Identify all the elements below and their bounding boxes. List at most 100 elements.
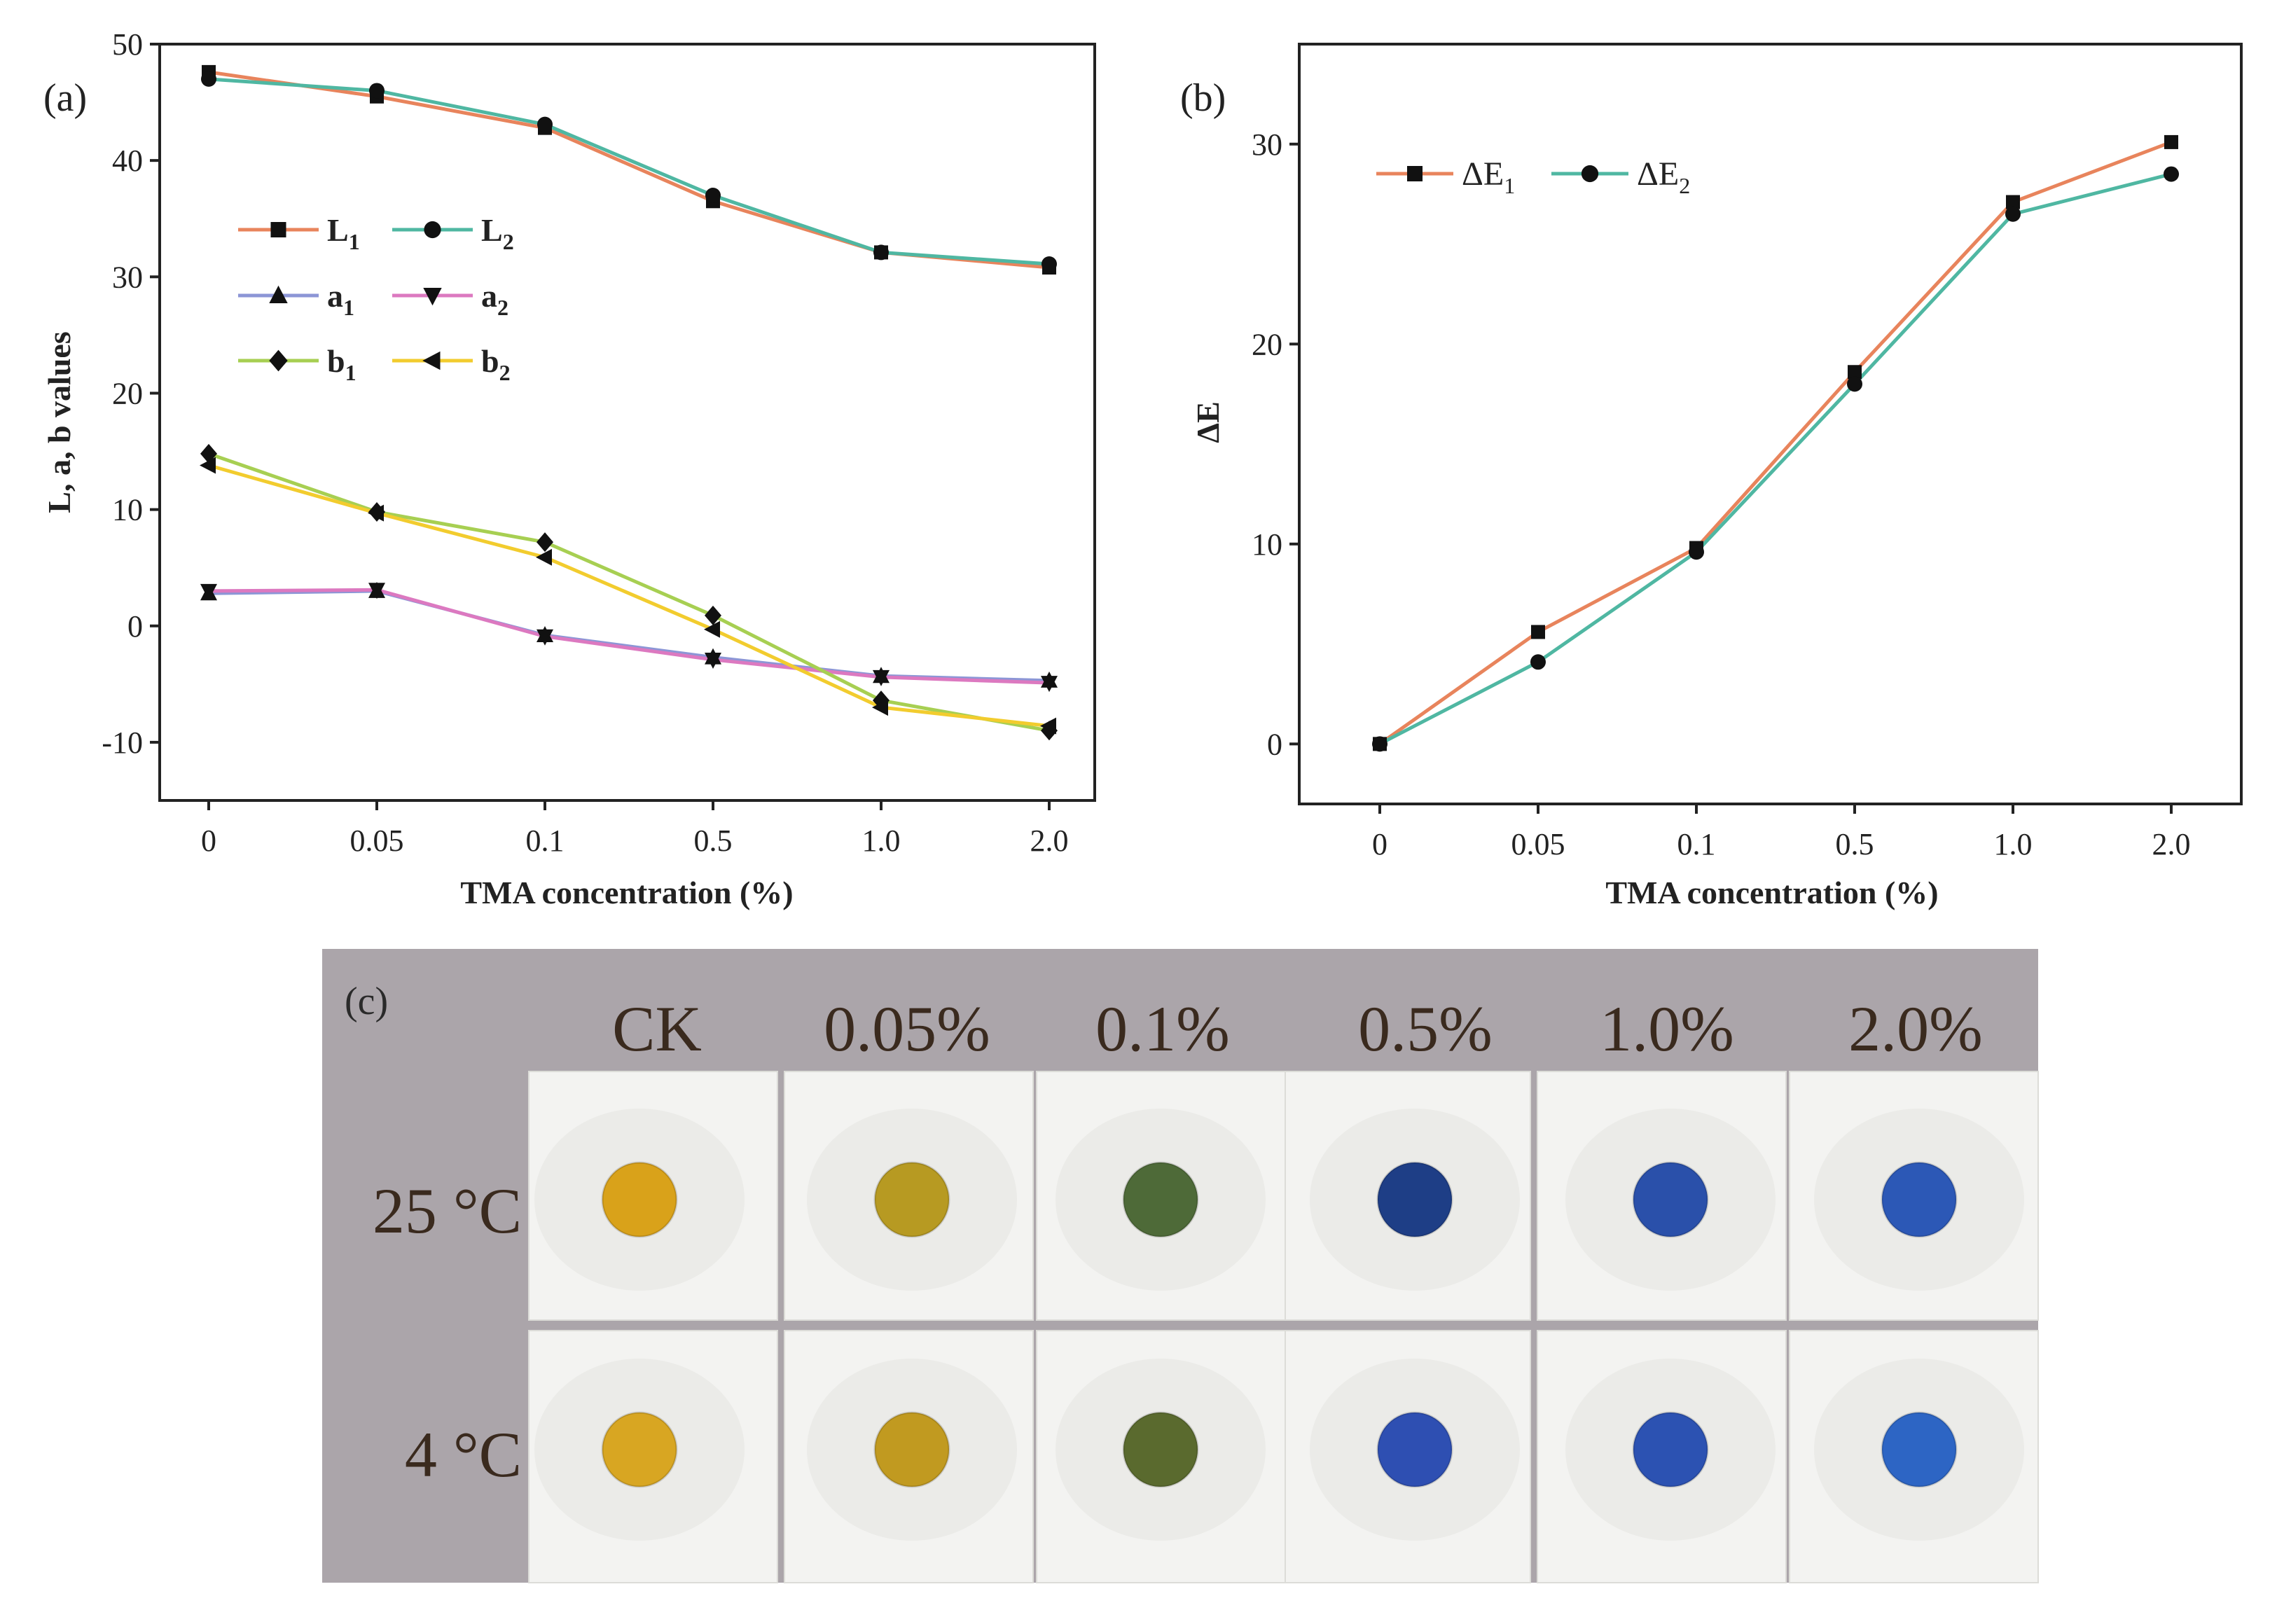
data-point-L2: [873, 244, 889, 261]
column-label: CK: [612, 993, 702, 1064]
photo-column-labels: CK 0.05% 0.1% 0.5% 1.0% 2.0%: [612, 993, 1983, 1064]
chart-a-panel-label: (a): [43, 76, 87, 120]
chart-b-y-label: ΔE: [1190, 401, 1226, 443]
indicator-spot: [1122, 1161, 1199, 1238]
legend-marker: [423, 288, 442, 306]
y-tick-label: 20: [112, 376, 143, 410]
indicator-spot: [601, 1161, 678, 1238]
indicator-spot: [1881, 1161, 1958, 1238]
x-tick-label: 1.0: [1994, 827, 2033, 861]
data-point-b2: [872, 699, 888, 716]
x-tick-label: 0.05: [350, 824, 404, 858]
legend-marker: [269, 285, 288, 303]
y-tick-label: 30: [112, 260, 143, 294]
column-label: 2.0%: [1848, 993, 1983, 1064]
legend-label: b2: [481, 343, 511, 385]
legend-marker: [270, 222, 286, 237]
x-tick-label: 0: [201, 824, 216, 858]
chart-a-series: [200, 64, 1058, 741]
data-point-ΔE2: [1372, 736, 1387, 752]
data-point-ΔE1: [2006, 195, 2020, 209]
y-tick-label: 50: [112, 27, 143, 62]
indicator-spot: [1881, 1411, 1958, 1488]
legend-marker: [269, 349, 288, 372]
y-tick-label: -10: [102, 726, 143, 760]
indicator-spot: [1632, 1161, 1709, 1238]
legend-marker: [1407, 166, 1423, 181]
column-label: 0.05%: [824, 993, 990, 1064]
data-point-b2: [1040, 717, 1056, 735]
data-point-L2: [705, 188, 721, 203]
data-point-ΔE2: [2005, 206, 2021, 222]
data-point-a2: [200, 583, 217, 600]
chart-b-x-label: TMA concentration (%): [1605, 875, 1938, 910]
x-tick-label: 1.0: [862, 824, 901, 858]
data-point-ΔE2: [2164, 166, 2179, 182]
series-line-L2: [208, 77, 1050, 266]
column-label: 1.0%: [1600, 993, 1734, 1064]
chart-b-frame: [1298, 43, 2243, 805]
x-tick-label: 2.0: [1030, 824, 1069, 858]
chart-a-legend: L1 L2 a1 a2 b1 b2: [238, 212, 514, 385]
data-point-a2: [873, 669, 890, 686]
chart-a: (a) L, a, b values TMA concentration (%)…: [41, 27, 1096, 910]
data-point-a2: [705, 652, 721, 669]
data-point-b2: [704, 620, 720, 638]
x-tick-label: 0.1: [526, 824, 565, 858]
data-point-ΔE2: [1689, 544, 1704, 560]
series-line-ΔE2: [1378, 172, 2172, 746]
legend-label: b1: [327, 343, 357, 385]
row-label: 25 °C: [373, 1175, 522, 1247]
data-point-ΔE1: [1531, 625, 1545, 639]
photo-row-labels: 25 °C 4 °C: [373, 1175, 522, 1490]
legend-label: a1: [327, 278, 354, 320]
indicator-spot: [1632, 1411, 1709, 1488]
y-tick-label: 10: [112, 493, 143, 527]
photo-panel: (c) CK 0.05% 0.1% 0.5% 1.0% 2.0% 25 °C 4 °C: [322, 949, 2039, 1583]
data-point-ΔE2: [1530, 654, 1546, 670]
data-point-L2: [537, 116, 553, 132]
indicator-spot: [873, 1161, 950, 1238]
legend-label: L2: [481, 212, 514, 254]
chart-a-x-label: TMA concentration (%): [460, 875, 793, 910]
series-line-b1: [208, 452, 1050, 733]
data-point-b2: [368, 504, 384, 522]
series-line-a2: [208, 588, 1050, 685]
data-point-b2: [536, 548, 552, 566]
chart-a-y-label: L, a, b values: [41, 331, 77, 513]
legend-marker: [424, 221, 441, 239]
y-tick-label: 10: [1252, 527, 1282, 562]
legend-label: ΔE1: [1462, 155, 1515, 198]
data-point-ΔE1: [1848, 365, 1862, 380]
legend-marker: [1581, 165, 1599, 183]
indicator-spot: [1376, 1411, 1453, 1488]
y-tick-label: 30: [1252, 127, 1282, 162]
data-point-b1: [705, 605, 721, 625]
y-tick-label: 20: [1252, 327, 1282, 361]
legend-label: ΔE2: [1637, 155, 1690, 198]
chart-b: (b) ΔE TMA concentration (%) 30 20 10 0 0 0.…: [1180, 43, 2243, 910]
legend-marker: [422, 351, 441, 370]
chart-a-x-ticks: 0 0.05 0.1 0.5 1.0 2.0: [201, 800, 1069, 858]
data-point-ΔE1: [2164, 134, 2178, 149]
data-point-b2: [200, 457, 216, 474]
x-tick-label: 0.5: [694, 824, 733, 858]
chart-b-y-ticks: 30 20 10 0: [1252, 127, 1299, 761]
data-point-L2: [1041, 256, 1057, 272]
data-point-ΔE2: [1847, 376, 1862, 392]
indicator-spot: [873, 1411, 950, 1488]
column-label: 0.5%: [1358, 993, 1493, 1064]
x-tick-label: 2.0: [2152, 827, 2191, 861]
data-point-b1: [537, 532, 553, 553]
indicator-spot: [601, 1411, 678, 1488]
y-tick-label: 40: [112, 144, 143, 178]
data-point-a2: [537, 629, 553, 646]
chart-a-frame: [158, 43, 1096, 802]
x-tick-label: 0.05: [1511, 827, 1565, 861]
chart-a-y-ticks: 50 40 30 20 10 0 -10: [102, 27, 160, 760]
photo-panel-label: (c): [345, 980, 388, 1023]
data-point-a2: [368, 583, 385, 599]
y-tick-label: 0: [127, 609, 143, 644]
chart-b-legend: ΔE1 ΔE2: [1376, 155, 1690, 198]
